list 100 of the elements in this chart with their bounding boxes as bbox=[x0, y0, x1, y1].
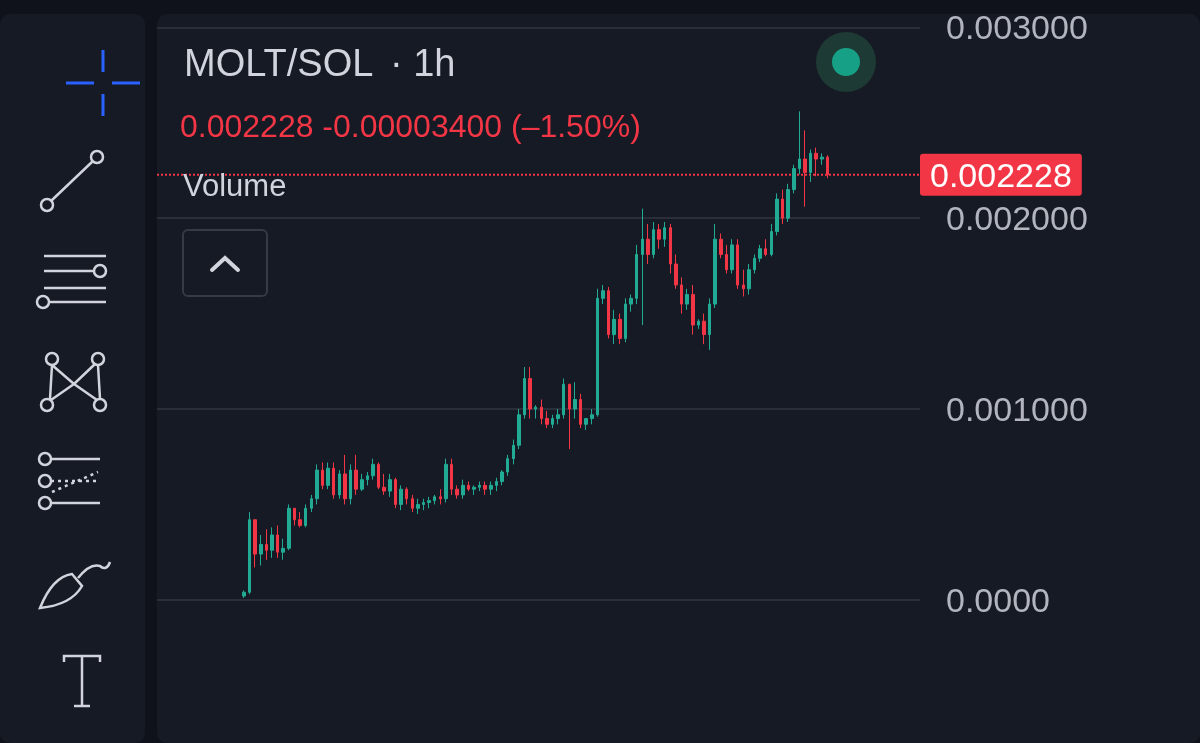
candlestick bbox=[736, 238, 739, 290]
candlestick bbox=[556, 408, 560, 425]
text: MOLT/SOL bbox=[184, 42, 374, 85]
candlestick bbox=[321, 461, 324, 490]
candlestick bbox=[332, 461, 335, 500]
candlestick bbox=[377, 461, 380, 490]
y-tick-label: 0.001000 bbox=[946, 390, 1088, 429]
candlestick bbox=[399, 484, 403, 511]
candlestick bbox=[551, 414, 554, 429]
text: · 1h bbox=[390, 42, 456, 85]
candlestick bbox=[770, 223, 773, 257]
candlestick bbox=[500, 469, 504, 486]
y-tick-label: 0.0000 bbox=[946, 580, 1050, 619]
candlestick bbox=[349, 463, 352, 505]
candlestick bbox=[253, 519, 257, 568]
candlestick bbox=[573, 381, 577, 420]
candlestick bbox=[674, 253, 678, 290]
candlestick bbox=[455, 484, 459, 500]
candlestick bbox=[310, 494, 313, 513]
candlestick bbox=[669, 223, 672, 275]
candlestick bbox=[641, 208, 644, 326]
candlestick bbox=[798, 110, 801, 175]
annotation: Volume bbox=[183, 168, 287, 204]
candlestick bbox=[747, 263, 751, 296]
candlestick bbox=[702, 313, 706, 345]
candlestick bbox=[657, 223, 661, 250]
candlestick bbox=[680, 276, 683, 315]
candlestick bbox=[512, 439, 515, 465]
candlestick bbox=[461, 479, 465, 500]
candlestick bbox=[467, 481, 470, 492]
candlestick bbox=[697, 318, 700, 330]
candlestick bbox=[691, 284, 695, 336]
candlestick bbox=[411, 494, 414, 513]
candlestick bbox=[343, 454, 347, 505]
candlestick bbox=[742, 269, 745, 297]
candlestick bbox=[242, 589, 246, 599]
candlestick bbox=[326, 461, 330, 490]
candlestick bbox=[562, 378, 565, 420]
candlestick bbox=[663, 221, 666, 248]
candlestick bbox=[265, 528, 268, 561]
candlestick bbox=[405, 486, 408, 505]
candlestick bbox=[439, 488, 442, 505]
candlestick bbox=[708, 297, 711, 351]
candlestick bbox=[366, 471, 369, 486]
candlestick bbox=[629, 294, 633, 313]
candlestick bbox=[579, 393, 582, 429]
candlestick bbox=[758, 244, 762, 263]
candlestick bbox=[427, 496, 431, 509]
candlestick bbox=[775, 192, 779, 236]
candlestick bbox=[422, 498, 425, 511]
candlestick bbox=[450, 458, 453, 496]
candlestick bbox=[652, 221, 655, 259]
candlestick bbox=[792, 164, 796, 194]
candlestick bbox=[394, 477, 397, 509]
candlestick bbox=[590, 408, 594, 425]
candlestick bbox=[483, 481, 487, 496]
candlestick bbox=[489, 481, 493, 496]
candlestick bbox=[809, 148, 812, 183]
candlestick bbox=[584, 418, 588, 431]
candlestick bbox=[444, 458, 448, 504]
candlestick bbox=[248, 511, 251, 595]
candlestick bbox=[534, 404, 537, 420]
y-tick-label: 0.003000 bbox=[946, 8, 1088, 47]
candlestick bbox=[618, 313, 622, 345]
candlestick bbox=[478, 481, 481, 492]
candlestick bbox=[416, 498, 420, 515]
candlestick bbox=[786, 183, 790, 223]
candlestick bbox=[528, 366, 532, 420]
candlestick bbox=[338, 469, 341, 500]
candlestick bbox=[753, 253, 756, 275]
candlestick bbox=[517, 408, 521, 450]
candlestick bbox=[713, 223, 717, 309]
candlestick bbox=[820, 152, 824, 166]
candlestick bbox=[781, 189, 784, 225]
candlestick bbox=[635, 244, 638, 305]
candlestick bbox=[371, 458, 375, 481]
candlestick bbox=[764, 238, 767, 257]
candlestick bbox=[276, 524, 279, 559]
candlestick bbox=[433, 494, 436, 505]
candlestick bbox=[354, 454, 358, 496]
candlestick bbox=[719, 232, 723, 259]
candlestick bbox=[725, 244, 728, 275]
candlestick bbox=[298, 511, 302, 528]
candlestick bbox=[545, 410, 549, 429]
candlestick bbox=[304, 503, 307, 528]
candlestick bbox=[730, 238, 734, 275]
candlestick bbox=[287, 503, 291, 551]
candlestick bbox=[495, 477, 498, 492]
candlestick bbox=[685, 288, 689, 311]
candlestick bbox=[382, 473, 386, 496]
candlestick bbox=[568, 383, 571, 450]
candlestick bbox=[315, 463, 319, 505]
candlestick bbox=[607, 286, 610, 339]
candlestick bbox=[601, 284, 605, 305]
y-tick-label: 0.002000 bbox=[946, 199, 1088, 238]
candlestick bbox=[646, 223, 650, 265]
candlestick bbox=[360, 473, 364, 492]
candlestick bbox=[506, 454, 509, 477]
candlestick bbox=[596, 288, 599, 418]
candlestick bbox=[388, 473, 392, 498]
